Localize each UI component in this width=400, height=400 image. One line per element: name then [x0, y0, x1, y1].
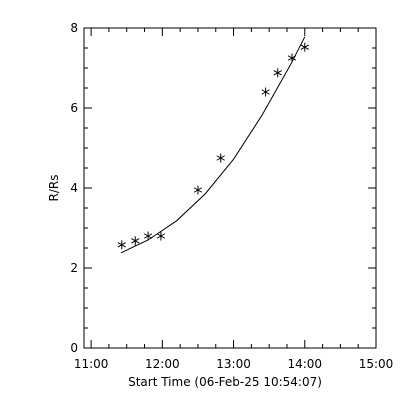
asterisk-stroke: [193, 187, 203, 193]
data-point: [143, 231, 153, 241]
y-tick-label: 0: [70, 341, 78, 355]
data-point: [273, 68, 282, 78]
asterisk-stroke: [143, 233, 153, 239]
data-point: [117, 240, 126, 250]
data-point: [131, 236, 140, 246]
x-axis-label: Start Time (06-Feb-25 10:54:07): [128, 375, 322, 389]
plot-frame: [83, 27, 377, 349]
asterisk-stroke: [216, 155, 225, 161]
data-points-group: [117, 42, 309, 250]
y-tick-label: 6: [70, 101, 78, 115]
data-point: [287, 53, 297, 63]
asterisk-stroke: [261, 89, 270, 95]
asterisk-stroke: [287, 55, 297, 61]
asterisk-stroke: [300, 44, 309, 50]
data-point: [216, 153, 225, 163]
data-point: [193, 185, 203, 195]
x-tick-label: 13:00: [216, 357, 251, 371]
data-point: [300, 42, 309, 52]
fit-curve-group: [120, 36, 306, 254]
asterisk-stroke: [131, 238, 140, 244]
fit-curve-line: [120, 36, 306, 254]
asterisk-stroke: [273, 70, 282, 76]
x-tick-label: 12:00: [145, 357, 180, 371]
y-tick-label: 8: [70, 21, 78, 35]
y-tick-label: 2: [70, 261, 78, 275]
y-tick-label: 4: [70, 181, 78, 195]
y-axis-label: R/Rs: [47, 175, 61, 202]
asterisk-stroke: [117, 242, 126, 248]
tick-labels-group: 11:00 12:00 13:00 14:00 15:00 0 2 4 6 8: [70, 21, 393, 371]
x-tick-label: 11:00: [74, 357, 109, 371]
x-tick-label: 14:00: [287, 357, 322, 371]
data-point: [156, 231, 166, 241]
data-point: [261, 87, 270, 97]
x-tick-label: 15:00: [359, 357, 394, 371]
asterisk-stroke: [156, 233, 166, 239]
